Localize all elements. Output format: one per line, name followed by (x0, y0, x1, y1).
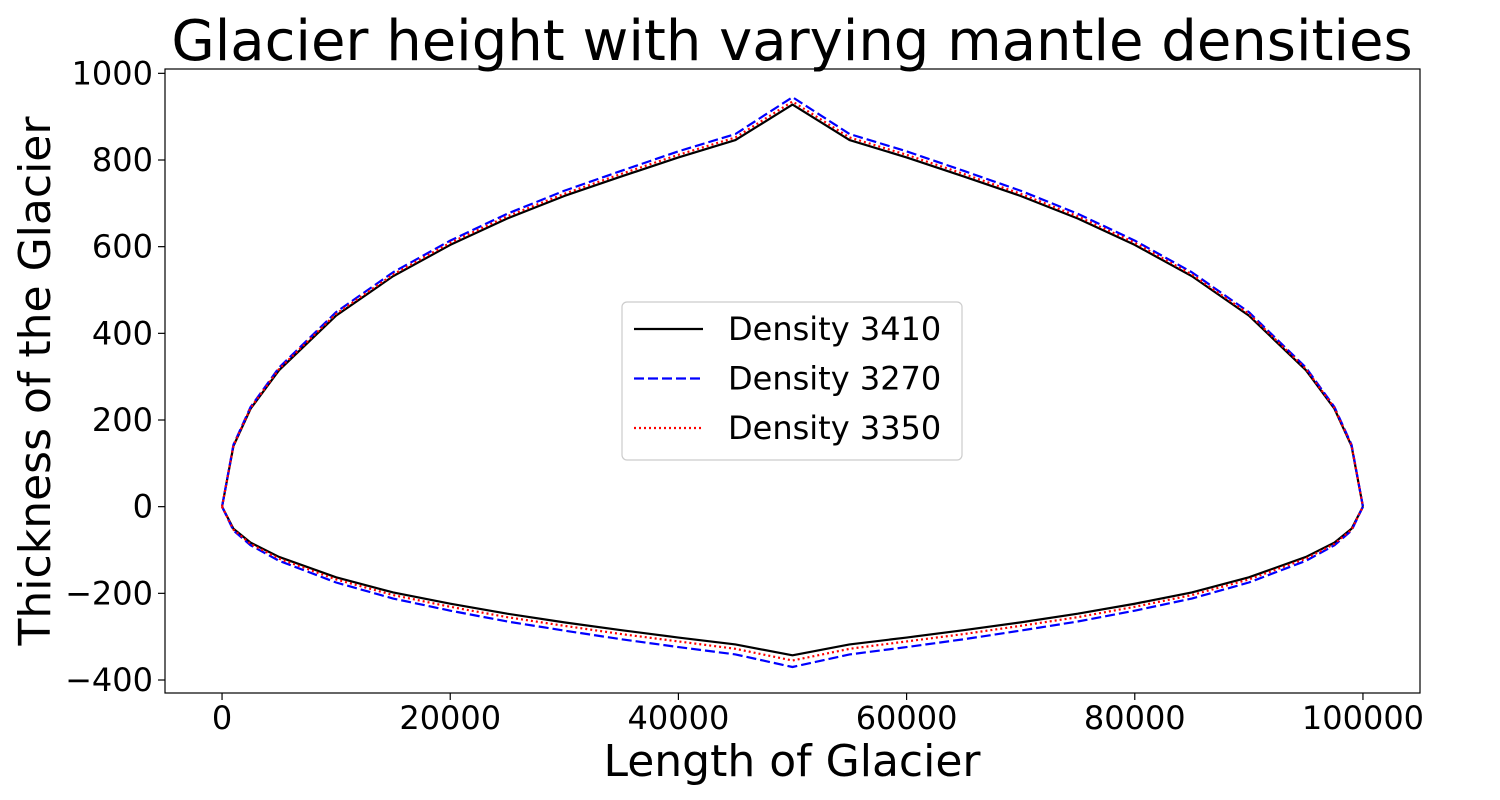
chart-title: Glacier height with varying mantle densi… (171, 9, 1412, 74)
y-tick-label: 1000 (72, 54, 153, 92)
legend-label-2: Density 3270 (728, 360, 941, 398)
series-line-3-lower (221, 506, 1364, 662)
series-line-2-lower (221, 506, 1364, 669)
y-tick-label: 400 (92, 314, 153, 352)
y-tick-label: 200 (92, 401, 153, 439)
y-tick-label: −200 (65, 574, 153, 612)
x-axis-label: Length of Glacier (603, 736, 981, 787)
series-line-1-upper (220, 103, 1365, 507)
x-tick-label: 100000 (1302, 699, 1424, 737)
x-tick-label: 60000 (856, 699, 958, 737)
series-line-2-upper (220, 96, 1365, 507)
legend-label-1: Density 3410 (728, 310, 941, 348)
legend: Density 3410 Density 3270 Density 3350 (621, 301, 963, 461)
series-line-3-upper (220, 100, 1365, 507)
y-tick-label: −400 (65, 661, 153, 699)
y-tick-label: 800 (92, 141, 153, 179)
plot-frame (164, 68, 1421, 694)
series-line-1-lower (221, 506, 1364, 657)
ticks-layer: 0 20000 40000 60000 80000 100000 −400 −200 0 200 4… (65, 54, 1424, 737)
y-tick-label: 600 (92, 228, 153, 266)
x-tick-label: 0 (212, 699, 232, 737)
y-axis-label: Thickness of the Glacier (10, 116, 61, 647)
x-tick-label: 80000 (1084, 699, 1186, 737)
x-tick-label: 40000 (628, 699, 730, 737)
legend-label-3: Density 3350 (728, 409, 941, 447)
x-tick-label: 20000 (399, 699, 501, 737)
y-tick-label: 0 (133, 488, 153, 526)
series-layer (220, 96, 1365, 669)
legend-box (621, 301, 963, 461)
